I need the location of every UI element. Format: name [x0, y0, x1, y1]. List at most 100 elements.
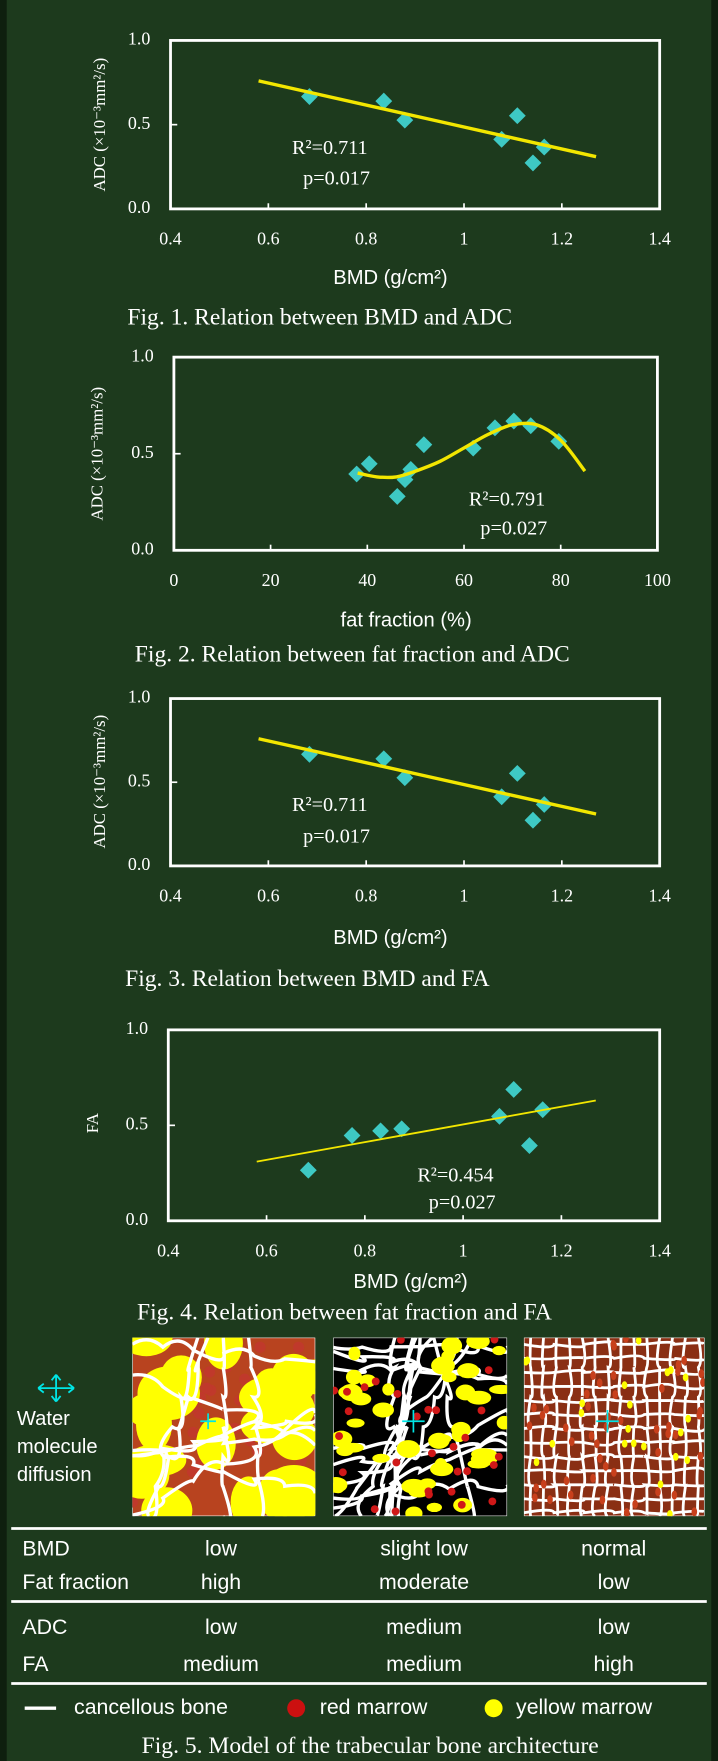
red-marrow [393, 1389, 402, 1398]
yellow-marrow [668, 1366, 674, 1375]
red-marrow [698, 1369, 705, 1379]
red-marrow [463, 1467, 472, 1476]
red-marrow [568, 1437, 575, 1447]
trabecula [523, 1398, 705, 1404]
yellow-marrow [578, 1408, 585, 1417]
yellow-marrow [372, 1402, 394, 1418]
illustration [333, 1337, 508, 1517]
stat-annotation: R²=0.454 [417, 1165, 493, 1187]
yellow-marrow [635, 1337, 642, 1345]
diffusion-arrow [200, 1413, 216, 1430]
x-tick-label: 0.8 [355, 885, 377, 905]
data-point [415, 436, 433, 454]
red-marrow [599, 1495, 606, 1505]
yellow-marrow [348, 1346, 361, 1361]
red-marrow [567, 1490, 574, 1500]
red-marrow [697, 1451, 704, 1461]
red-marrow [655, 1447, 661, 1457]
y-axis-label: ADC (×10⁻³mm²/s) [90, 715, 109, 849]
yellow-marrow [641, 1442, 647, 1451]
red-marrow [623, 1508, 630, 1517]
red-marrow [563, 1476, 570, 1486]
yellow-marrow [336, 1445, 354, 1457]
red-marrow [489, 1461, 498, 1469]
red-marrow [447, 1487, 456, 1496]
red-marrow [681, 1355, 687, 1365]
data-point [375, 750, 393, 768]
red-marrow [532, 1493, 538, 1503]
y-tick-label: 0.5 [128, 770, 150, 790]
trabecula [590, 1337, 599, 1517]
red-marrow [632, 1499, 638, 1509]
red-marrow [477, 1406, 486, 1415]
stat-annotation: p=0.017 [303, 167, 370, 189]
row-header: ADC [22, 1615, 67, 1639]
yellow-marrow [372, 1453, 390, 1463]
table-cell: slight low [380, 1536, 468, 1560]
red-marrow [457, 1500, 466, 1509]
red-marrow [292, 1341, 305, 1354]
data-point [508, 764, 526, 782]
yellow-marrow [346, 1418, 365, 1428]
yellow-marrow [441, 1350, 455, 1362]
red-marrow [424, 1487, 433, 1496]
stat-annotation: R²=0.711 [292, 137, 368, 159]
x-tick-label: 0.4 [159, 885, 181, 905]
red-marrow [603, 1422, 610, 1432]
x-tick-label: 0.6 [255, 1240, 277, 1260]
yellow-marrow [418, 1478, 436, 1490]
diffusion-arrow [596, 1410, 619, 1433]
y-axis-label: ADC (×10⁻³mm²/s) [88, 387, 107, 521]
yellow-marrow [132, 1337, 173, 1357]
table-cell: medium [386, 1652, 462, 1676]
red-marrow [370, 1505, 379, 1514]
trabecula [246, 1337, 266, 1517]
diffusion-label: Water [17, 1408, 70, 1430]
illustration [132, 1337, 316, 1517]
x-tick-label: 1 [460, 228, 469, 248]
trabecula [146, 1337, 210, 1517]
row-header: FA [22, 1652, 49, 1676]
red-marrow [344, 1407, 353, 1416]
x-tick-label: 1.2 [551, 228, 573, 248]
red-marrow [653, 1424, 660, 1434]
x-tick-label: 0.4 [157, 1240, 179, 1260]
yellow-marrow [382, 1383, 395, 1396]
figure-caption: Fig. 5. Model of the trabecular bone arc… [142, 1733, 599, 1759]
yellow-marrow [549, 1439, 556, 1448]
yellow-marrow [451, 1421, 471, 1438]
figure-caption: Fig. 2. Relation between fat fraction an… [135, 641, 570, 667]
x-tick-label: 0.6 [257, 885, 279, 905]
red-marrow [590, 1370, 596, 1380]
figure-caption: Fig. 1. Relation between BMD and ADC [127, 304, 512, 330]
data-point [348, 465, 366, 483]
yellow-marrow [441, 1337, 463, 1355]
red-marrow [424, 1405, 433, 1414]
x-tick-label: 1.2 [551, 885, 573, 905]
data-point [393, 1120, 411, 1138]
y-tick-label: 1.0 [128, 29, 150, 49]
y-tick-label: 1.0 [126, 1018, 148, 1038]
trabecula [566, 1337, 574, 1517]
red-marrow [453, 1467, 462, 1476]
data-point [388, 487, 406, 505]
fit-line [258, 79, 597, 159]
red-marrow [584, 1389, 590, 1399]
data-point [524, 811, 542, 829]
table-cell: low [598, 1570, 631, 1594]
x-axis-label: BMD (g/cm²) [333, 927, 447, 949]
x-axis-label: BMD (g/cm²) [333, 267, 447, 289]
red-marrow [696, 1410, 703, 1420]
data-point [550, 432, 568, 450]
yellow-marrow [523, 1357, 529, 1366]
yellow-marrow [672, 1452, 679, 1461]
yellow-marrow [627, 1400, 633, 1409]
red-marrow [338, 1468, 347, 1477]
y-tick-label: 0.0 [128, 197, 150, 217]
red-marrow [333, 1386, 339, 1395]
stat-annotation: p=0.027 [480, 518, 547, 540]
table-cell: high [594, 1652, 634, 1676]
x-tick-label: 20 [262, 570, 280, 590]
legend-swatch-yellow [484, 1699, 503, 1718]
